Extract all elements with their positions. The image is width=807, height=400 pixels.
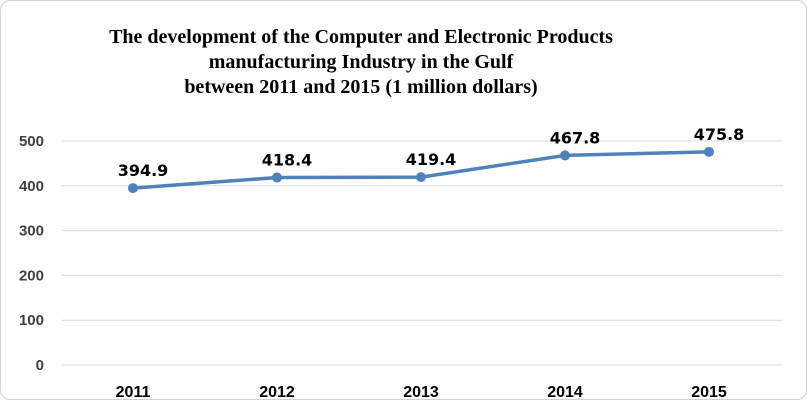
x-tick-label-2015: 2015 [691,384,727,400]
y-tick-label-300: 300 [19,223,44,240]
x-tick-label-2014: 2014 [547,384,583,400]
data-point-2015 [704,146,714,157]
chart-title-line-1: The development of the Computer and Elec… [109,26,613,48]
x-tick-label-2013: 2013 [403,384,439,400]
y-tick-label-0: 0 [36,357,44,374]
chart-title-line-3: between 2011 and 2015 (1 million dollars… [184,76,538,98]
y-tick-label-200: 200 [19,267,44,284]
data-point-2014 [560,150,570,161]
data-point-2012 [272,172,282,183]
data-point-2013 [416,172,426,183]
x-tick-label-2012: 2012 [259,384,295,400]
chart-title: The development of the Computer and Elec… [61,25,661,100]
data-label-2015: 475.8 [694,125,745,144]
y-tick-label-400: 400 [19,178,44,195]
data-label-2012: 418.4 [262,151,313,170]
data-point-2011 [128,183,138,194]
data-label-2014: 467.8 [550,128,601,147]
data-label-2013: 419.4 [406,150,457,169]
y-tick-label-100: 100 [19,312,44,329]
chart-title-line-2: manufacturing Industry in the Gulf [208,51,514,73]
x-tick-label-2011: 2011 [116,384,151,400]
y-tick-label-500: 500 [19,133,44,150]
data-label-2011: 394.9 [118,161,169,180]
